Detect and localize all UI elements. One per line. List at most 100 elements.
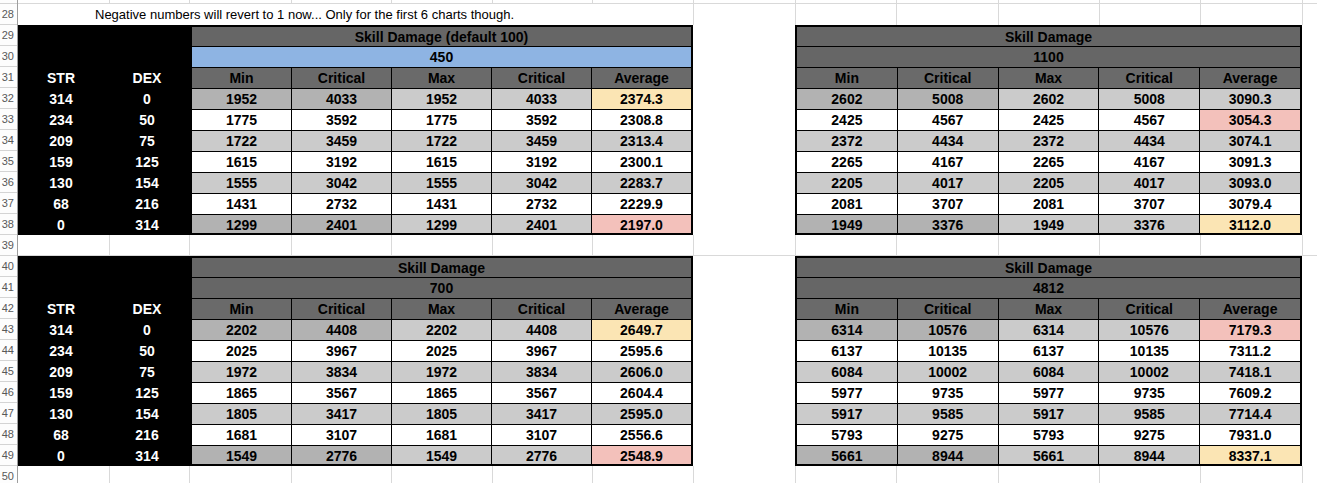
cell-crit1[interactable]: 3192 xyxy=(291,152,391,172)
cell-crit2[interactable]: 3592 xyxy=(491,110,591,130)
cell-max[interactable]: 1865 xyxy=(391,383,491,403)
str-value[interactable]: 234 xyxy=(18,109,104,130)
row-number[interactable]: 42 xyxy=(0,298,17,319)
cell-min[interactable]: 2372 xyxy=(797,131,897,151)
cell-avg[interactable]: 3079.4 xyxy=(1199,194,1300,214)
dex-value[interactable]: 216 xyxy=(104,193,190,214)
str-value[interactable]: 234 xyxy=(18,340,104,361)
cell-avg[interactable]: 2595.6 xyxy=(591,341,691,361)
cell-crit1[interactable]: 10002 xyxy=(897,362,998,382)
cell-min[interactable]: 1775 xyxy=(192,110,291,130)
cell-avg[interactable]: 2595.0 xyxy=(591,404,691,424)
col-header-critical[interactable]: Critical xyxy=(291,299,391,319)
cell-avg[interactable]: 7714.4 xyxy=(1199,404,1300,424)
cell-crit2[interactable]: 3967 xyxy=(491,341,591,361)
cell-crit2[interactable]: 2732 xyxy=(491,194,591,214)
row-number[interactable]: 47 xyxy=(0,403,17,424)
cell-crit2[interactable]: 8944 xyxy=(1098,446,1199,466)
cell-avg[interactable]: 2313.4 xyxy=(591,131,691,151)
col-header-critical[interactable]: Critical xyxy=(1098,68,1199,88)
cell-max[interactable]: 1775 xyxy=(391,110,491,130)
cell-crit1[interactable]: 3417 xyxy=(291,404,391,424)
cell-crit1[interactable]: 10576 xyxy=(897,320,998,340)
cell-crit1[interactable]: 9735 xyxy=(897,383,998,403)
row-number[interactable]: 50 xyxy=(0,466,17,483)
cell-avg[interactable]: 3074.1 xyxy=(1199,131,1300,151)
cell-min[interactable]: 1431 xyxy=(192,194,291,214)
str-value[interactable]: 68 xyxy=(18,424,104,445)
cell-max[interactable]: 1952 xyxy=(391,89,491,109)
cell-avg[interactable]: 2197.0 xyxy=(591,215,691,235)
str-value[interactable]: 314 xyxy=(18,88,104,109)
cell-min[interactable]: 1722 xyxy=(192,131,291,151)
str-value[interactable]: 314 xyxy=(18,319,104,340)
row-number[interactable]: 30 xyxy=(0,46,17,67)
cell-min[interactable]: 6314 xyxy=(797,320,897,340)
cell-crit2[interactable]: 5008 xyxy=(1098,89,1199,109)
cell-min[interactable]: 1681 xyxy=(192,425,291,445)
table-title[interactable]: Skill Damage xyxy=(192,258,691,277)
cell-max[interactable]: 2081 xyxy=(998,194,1099,214)
cell-max[interactable]: 6137 xyxy=(998,341,1099,361)
str-value[interactable]: 159 xyxy=(18,151,104,172)
row-number[interactable]: 37 xyxy=(0,193,17,214)
cell-avg[interactable]: 8337.1 xyxy=(1199,446,1300,466)
cell-crit1[interactable]: 9585 xyxy=(897,404,998,424)
str-value[interactable]: 68 xyxy=(18,193,104,214)
skill-value-cell[interactable]: 4812 xyxy=(797,277,1300,298)
cell-crit2[interactable]: 3459 xyxy=(491,131,591,151)
dex-value[interactable]: 125 xyxy=(104,151,190,172)
cell-min[interactable]: 5917 xyxy=(797,404,897,424)
row-number[interactable]: 39 xyxy=(0,235,17,256)
cell-max[interactable]: 5917 xyxy=(998,404,1099,424)
col-header-average[interactable]: Average xyxy=(591,299,691,319)
col-header-min[interactable]: Min xyxy=(192,68,291,88)
col-header-max[interactable]: Max xyxy=(391,299,491,319)
cell-crit2[interactable]: 3417 xyxy=(491,404,591,424)
cell-avg[interactable]: 3054.3 xyxy=(1199,110,1300,130)
dex-value[interactable]: 125 xyxy=(104,382,190,403)
cell-crit1[interactable]: 3567 xyxy=(291,383,391,403)
col-header-average[interactable]: Average xyxy=(591,68,691,88)
cell-avg[interactable]: 2229.9 xyxy=(591,194,691,214)
cell-min[interactable]: 5793 xyxy=(797,425,897,445)
cell-min[interactable]: 6084 xyxy=(797,362,897,382)
cell-crit2[interactable]: 3834 xyxy=(491,362,591,382)
col-header-min[interactable]: Min xyxy=(192,299,291,319)
cell-max[interactable]: 2425 xyxy=(998,110,1099,130)
cell-crit2[interactable]: 4167 xyxy=(1098,152,1199,172)
str-value[interactable]: 0 xyxy=(18,214,104,235)
cell-avg[interactable]: 2548.9 xyxy=(591,446,691,466)
cell-crit1[interactable]: 3107 xyxy=(291,425,391,445)
cell-avg[interactable]: 3091.3 xyxy=(1199,152,1300,172)
cell-crit1[interactable]: 4167 xyxy=(897,152,998,172)
cell-crit1[interactable]: 3376 xyxy=(897,215,998,235)
cell-crit1[interactable]: 2401 xyxy=(291,215,391,235)
cell-avg[interactable]: 7609.2 xyxy=(1199,383,1300,403)
cell-avg[interactable]: 3090.3 xyxy=(1199,89,1300,109)
table-title[interactable]: Skill Damage (default 100) xyxy=(192,27,691,46)
cell-max[interactable]: 5661 xyxy=(998,446,1099,466)
cell-avg[interactable]: 2606.0 xyxy=(591,362,691,382)
dex-value[interactable]: 154 xyxy=(104,172,190,193)
cell-min[interactable]: 1972 xyxy=(192,362,291,382)
cell-min[interactable]: 1549 xyxy=(192,446,291,466)
table-title[interactable]: Skill Damage xyxy=(797,27,1300,46)
cell-crit2[interactable]: 2776 xyxy=(491,446,591,466)
cell-crit1[interactable]: 3459 xyxy=(291,131,391,151)
cell-crit2[interactable]: 4434 xyxy=(1098,131,1199,151)
row-number[interactable]: 46 xyxy=(0,382,17,403)
cell-max[interactable]: 1805 xyxy=(391,404,491,424)
cell-max[interactable]: 1615 xyxy=(391,152,491,172)
cell-crit1[interactable]: 2732 xyxy=(291,194,391,214)
cell-avg[interactable]: 7931.0 xyxy=(1199,425,1300,445)
cell-max[interactable]: 2602 xyxy=(998,89,1099,109)
cell-min[interactable]: 1952 xyxy=(192,89,291,109)
cell-min[interactable]: 5977 xyxy=(797,383,897,403)
cell-crit1[interactable]: 9275 xyxy=(897,425,998,445)
cell-crit2[interactable]: 9585 xyxy=(1098,404,1199,424)
dex-value[interactable]: 75 xyxy=(104,361,190,382)
cell-avg[interactable]: 2374.3 xyxy=(591,89,691,109)
cell-crit1[interactable]: 3967 xyxy=(291,341,391,361)
row-number[interactable]: 38 xyxy=(0,214,17,235)
